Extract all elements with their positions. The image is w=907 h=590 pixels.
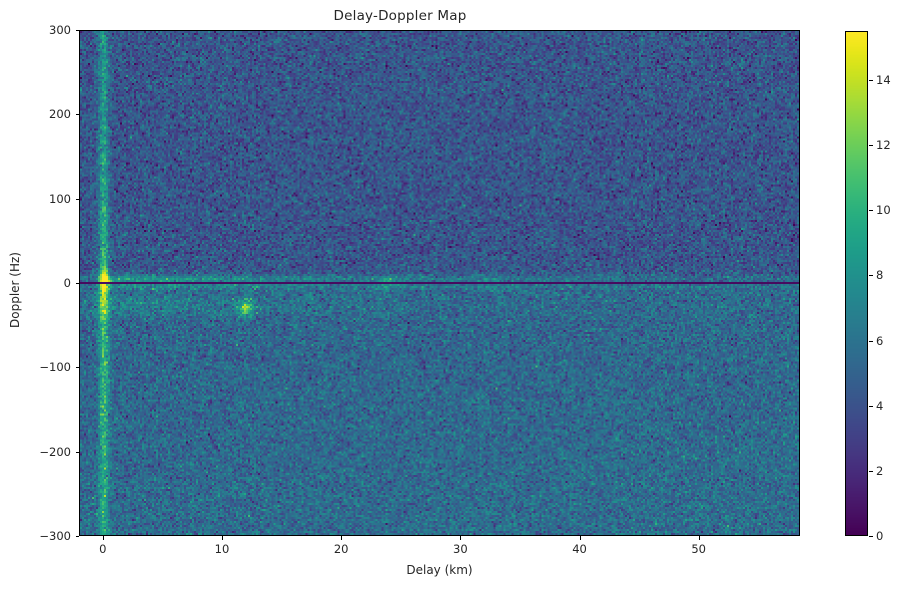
colorbar-tick: [869, 536, 873, 537]
y-axis-tick-label: 0: [63, 276, 71, 290]
x-axis-tick-label: 20: [333, 542, 349, 556]
colorbar-tick: [869, 340, 873, 342]
x-axis-tick-label: 10: [214, 542, 230, 556]
x-axis-tick: [222, 536, 223, 540]
y-axis-tick-label: −300: [39, 529, 71, 543]
colorbar-tick-label: 6: [876, 333, 884, 348]
colorbar-tick-label: 4: [876, 398, 884, 413]
heatmap-image: [80, 31, 799, 535]
y-axis-tick: [75, 114, 79, 116]
x-axis-tick-label: 30: [453, 542, 468, 556]
x-axis-tick: [460, 536, 462, 540]
x-axis-tick: [579, 536, 581, 540]
x-axis-tick: [698, 536, 700, 540]
y-axis-tick-label: −200: [39, 444, 71, 459]
colorbar-tick: [869, 79, 873, 81]
y-axis-tick: [75, 30, 79, 31]
y-axis-tick: [75, 283, 79, 284]
x-axis-label: Delay (km): [406, 563, 473, 577]
colorbar-tick-label: 14: [876, 72, 891, 87]
y-axis-tick: [75, 451, 79, 453]
y-axis-tick-label: 300: [49, 23, 71, 37]
x-axis-tick: [341, 536, 343, 540]
x-axis-tick: [102, 536, 104, 540]
page-title: Delay-Doppler Map: [333, 8, 467, 24]
colorbar-tick-label: 8: [876, 268, 884, 283]
y-axis-tick: [75, 367, 79, 369]
colorbar-tick-label: 10: [876, 203, 891, 218]
colorbar-tick: [869, 275, 873, 277]
colorbar-tick: [869, 470, 873, 472]
y-axis-tick-label: 100: [49, 191, 71, 206]
colorbar-tick-label: 12: [876, 138, 891, 153]
colorbar-tick: [869, 210, 873, 212]
y-axis-tick: [75, 198, 79, 200]
colorbar-tick-label: 2: [876, 463, 884, 478]
colorbar-gradient: [846, 32, 867, 535]
colorbar-tick: [869, 405, 873, 407]
colorbar-tick-label: 0: [876, 529, 884, 543]
y-axis-tick: [75, 536, 79, 537]
delay-doppler-heatmap-axes[interactable]: [79, 30, 800, 536]
y-axis-tick-label: 200: [49, 107, 71, 122]
delay-doppler-pixels: [80, 31, 799, 535]
x-axis-tick-label: 50: [691, 542, 707, 556]
x-axis-tick-label: 0: [99, 542, 107, 556]
colorbar[interactable]: [845, 31, 868, 536]
colorbar-tick: [869, 145, 873, 147]
y-axis-tick-label: −100: [39, 360, 71, 375]
x-axis-tick-label: 40: [572, 542, 587, 556]
